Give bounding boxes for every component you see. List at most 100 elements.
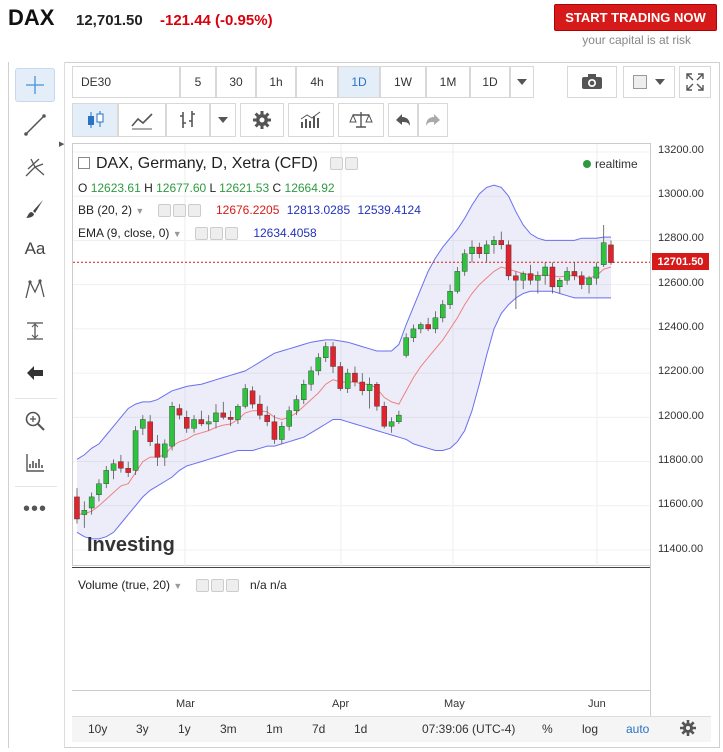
candle-body [513, 275, 519, 281]
interval-30[interactable]: 30 [216, 66, 256, 98]
eye-icon[interactable] [157, 204, 171, 218]
close-icon[interactable] [225, 579, 239, 593]
gear-icon[interactable] [680, 720, 696, 739]
start-trading-button[interactable]: START TRADING NOW [554, 4, 717, 31]
camera-icon[interactable] [567, 66, 617, 98]
indicators-icon[interactable] [288, 103, 334, 137]
zoom-icon[interactable] [15, 404, 55, 438]
line-chart-icon[interactable] [118, 103, 166, 137]
candle-body [549, 266, 556, 288]
candle-body [418, 324, 424, 330]
candle-body [476, 246, 483, 254]
toolbar-divider [15, 398, 57, 399]
brush-icon[interactable] [15, 192, 55, 226]
candle-body [374, 383, 380, 407]
gear-icon[interactable] [209, 227, 223, 241]
last-price: 12,701.50 [76, 12, 143, 29]
close-value: 12664.92 [284, 181, 335, 195]
eye-icon[interactable] [194, 227, 208, 241]
fullscreen-icon[interactable] [679, 66, 711, 98]
range-1m[interactable]: 1m [266, 722, 283, 736]
toolbar-expand-arrow-icon[interactable]: ▶ [59, 141, 65, 148]
candle-body [564, 271, 570, 281]
range-7d[interactable]: 7d [312, 722, 326, 736]
candle-body [315, 357, 322, 372]
risk-note: your capital is at risk [582, 33, 691, 47]
candle-body [227, 417, 234, 420]
price-tick: 13000.00 [658, 188, 704, 200]
gear-icon[interactable] [240, 103, 284, 137]
chevron-down-icon[interactable] [210, 103, 236, 137]
crosshair-icon[interactable] [15, 68, 55, 102]
trend-line-icon[interactable] [15, 108, 55, 142]
candle-body [432, 317, 439, 330]
redo-icon[interactable] [418, 103, 448, 137]
range-1d[interactable]: 1d [354, 722, 368, 736]
interval-1d[interactable]: 1D [338, 66, 380, 98]
candle-body [498, 240, 505, 246]
interval-4h[interactable]: 4h [296, 66, 338, 98]
candle-body [74, 496, 80, 520]
range-3y[interactable]: 3y [136, 722, 149, 736]
interval-1h[interactable]: 1h [256, 66, 296, 98]
candle-body [132, 430, 139, 471]
realtime-indicator: realtime [583, 157, 638, 171]
price-axis[interactable]: 13200.00 13000.00 12800.00 12600.00 1240… [650, 143, 711, 716]
time-axis[interactable]: Mar Apr May Jun [72, 690, 650, 716]
candle-body [557, 279, 563, 287]
price-change: -121.44 (-0.95%) [160, 12, 273, 29]
bars-icon[interactable] [166, 103, 210, 137]
chart-layout-dropdown[interactable] [623, 66, 675, 98]
eye-icon[interactable] [330, 157, 344, 171]
interval-5[interactable]: 5 [180, 66, 216, 98]
gear-icon[interactable] [172, 204, 186, 218]
chart-widget [8, 62, 720, 748]
drawing-toolbar: ▶ Aa ••• [9, 62, 65, 748]
more-tools-icon[interactable]: ••• [22, 497, 47, 520]
candles-icon[interactable] [72, 103, 118, 137]
eye-icon[interactable] [195, 579, 209, 593]
chevron-down-icon[interactable]: ▼ [173, 581, 183, 591]
interval-1w[interactable]: 1W [380, 66, 426, 98]
range-1y[interactable]: 1y [178, 722, 191, 736]
volume-pane[interactable]: Volume (true, 20) ▼ n/a n/a [72, 567, 650, 690]
realtime-dot-icon [583, 160, 591, 168]
pitchfork-icon[interactable] [15, 150, 55, 184]
chevron-down-icon[interactable] [510, 66, 534, 98]
candle-body [447, 291, 453, 305]
collapse-icon[interactable] [78, 156, 90, 169]
price-tick: 12600.00 [658, 277, 704, 289]
close-icon[interactable] [224, 227, 238, 241]
candle-body [608, 244, 614, 263]
interval-dropdown[interactable]: 1D [470, 66, 510, 98]
candle-body [600, 242, 607, 265]
price-chart[interactable] [73, 144, 651, 567]
gear-icon[interactable] [345, 157, 359, 171]
text-tool-icon[interactable]: Aa [24, 239, 46, 258]
pattern-icon[interactable] [15, 272, 55, 306]
price-pane[interactable] [72, 143, 651, 567]
range-3m[interactable]: 3m [220, 722, 237, 736]
price-tick: 12800.00 [658, 232, 704, 244]
measure-icon[interactable] [15, 314, 55, 348]
candle-body [425, 324, 431, 330]
compare-scale-icon[interactable] [338, 103, 384, 137]
back-arrow-icon[interactable] [15, 356, 55, 390]
candle-body [352, 372, 358, 383]
price-tick: 11400.00 [658, 543, 704, 555]
symbol-search-input[interactable]: DE30 [72, 66, 180, 98]
range-10y[interactable]: 10y [88, 722, 108, 736]
candle-body [264, 414, 270, 422]
log-toggle[interactable]: log [582, 722, 599, 736]
interval-1m[interactable]: 1M [426, 66, 470, 98]
investing-logo: Investing [87, 534, 175, 557]
chevron-down-icon[interactable]: ▼ [135, 206, 145, 216]
close-icon[interactable] [187, 204, 201, 218]
undo-icon[interactable] [388, 103, 418, 137]
auto-toggle[interactable]: auto [626, 722, 650, 736]
percent-toggle[interactable]: % [542, 722, 553, 736]
chevron-down-icon[interactable]: ▼ [172, 229, 182, 239]
measure-ruler-icon[interactable] [15, 446, 55, 480]
open-label: O [78, 181, 88, 195]
gear-icon[interactable] [210, 579, 224, 593]
